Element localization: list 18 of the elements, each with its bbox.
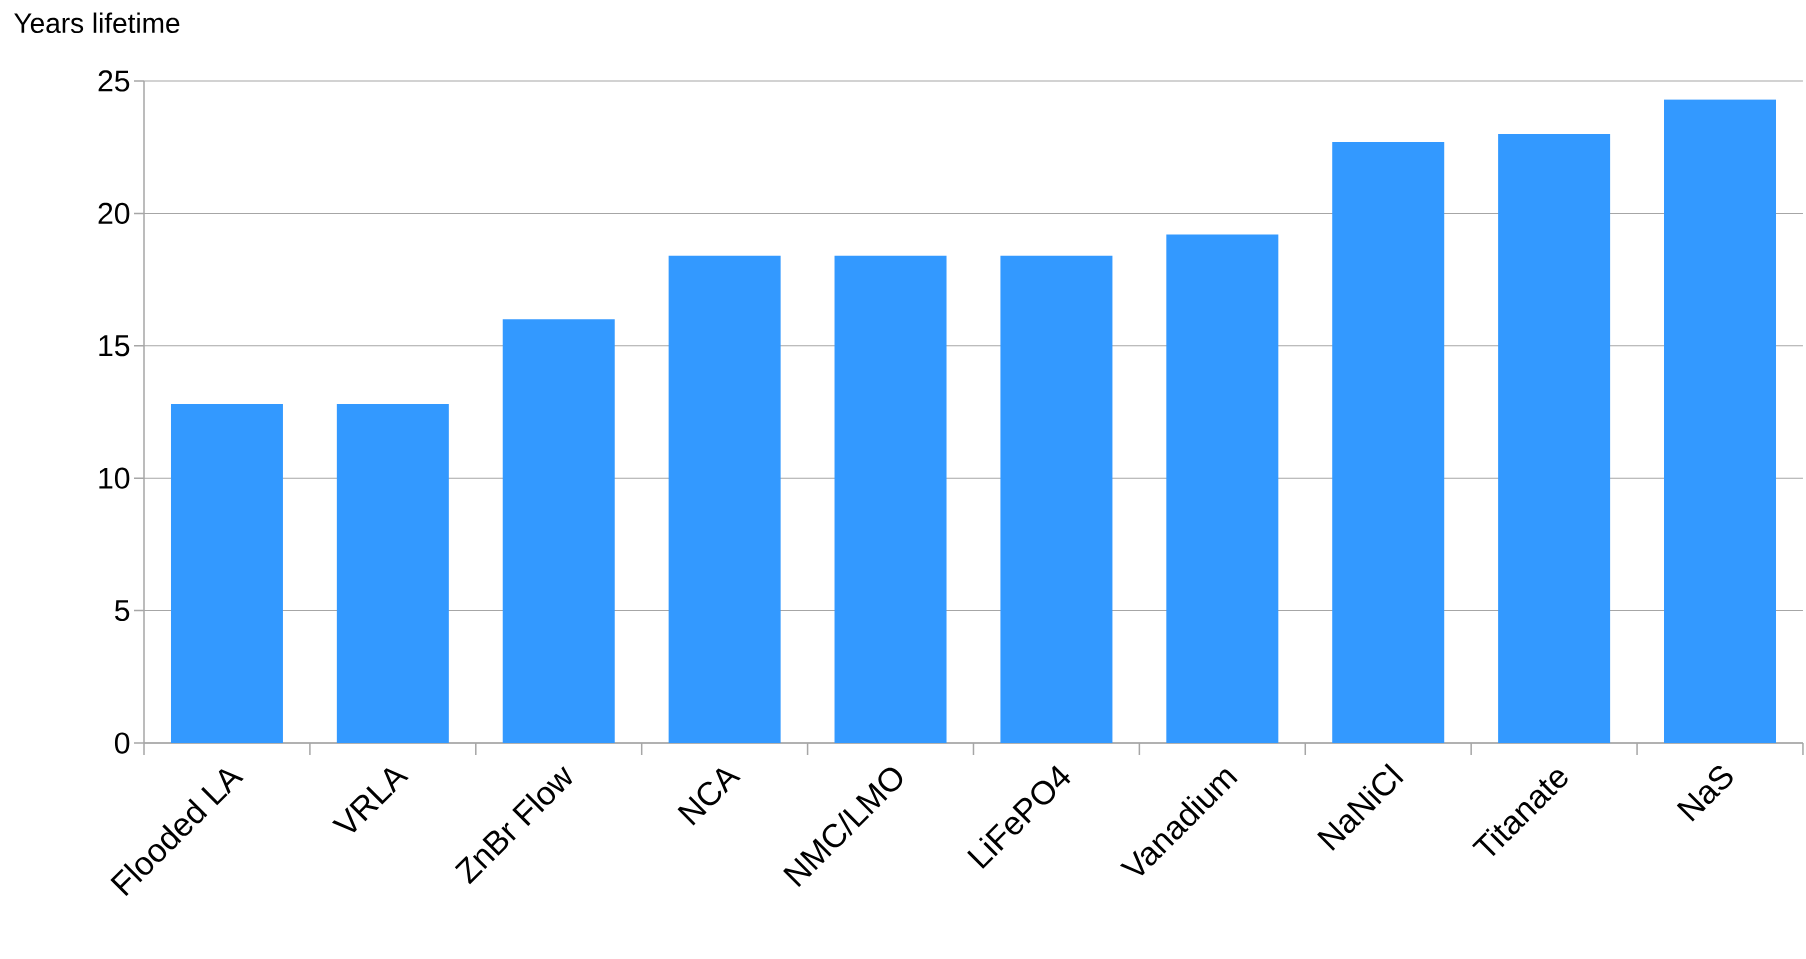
bar <box>668 255 781 743</box>
y-tick-label: 5 <box>114 600 130 622</box>
bar <box>1000 255 1113 743</box>
y-tick-label: 20 <box>98 202 130 225</box>
y-tick-label: 10 <box>99 467 130 489</box>
bar <box>834 255 947 743</box>
y-tick-label: 25 <box>98 70 130 92</box>
x-tick-label: NaS <box>1676 765 1733 822</box>
y-axis-title: Years lifetime <box>14 12 180 34</box>
y-tick-label: 15 <box>99 335 130 357</box>
y-tick-label: 0 <box>114 732 130 754</box>
bar <box>1498 133 1611 743</box>
bar <box>336 404 449 743</box>
bar <box>1664 99 1777 743</box>
bar <box>1332 141 1445 743</box>
bar <box>1166 234 1279 743</box>
bar <box>170 404 283 743</box>
bar <box>502 319 615 743</box>
